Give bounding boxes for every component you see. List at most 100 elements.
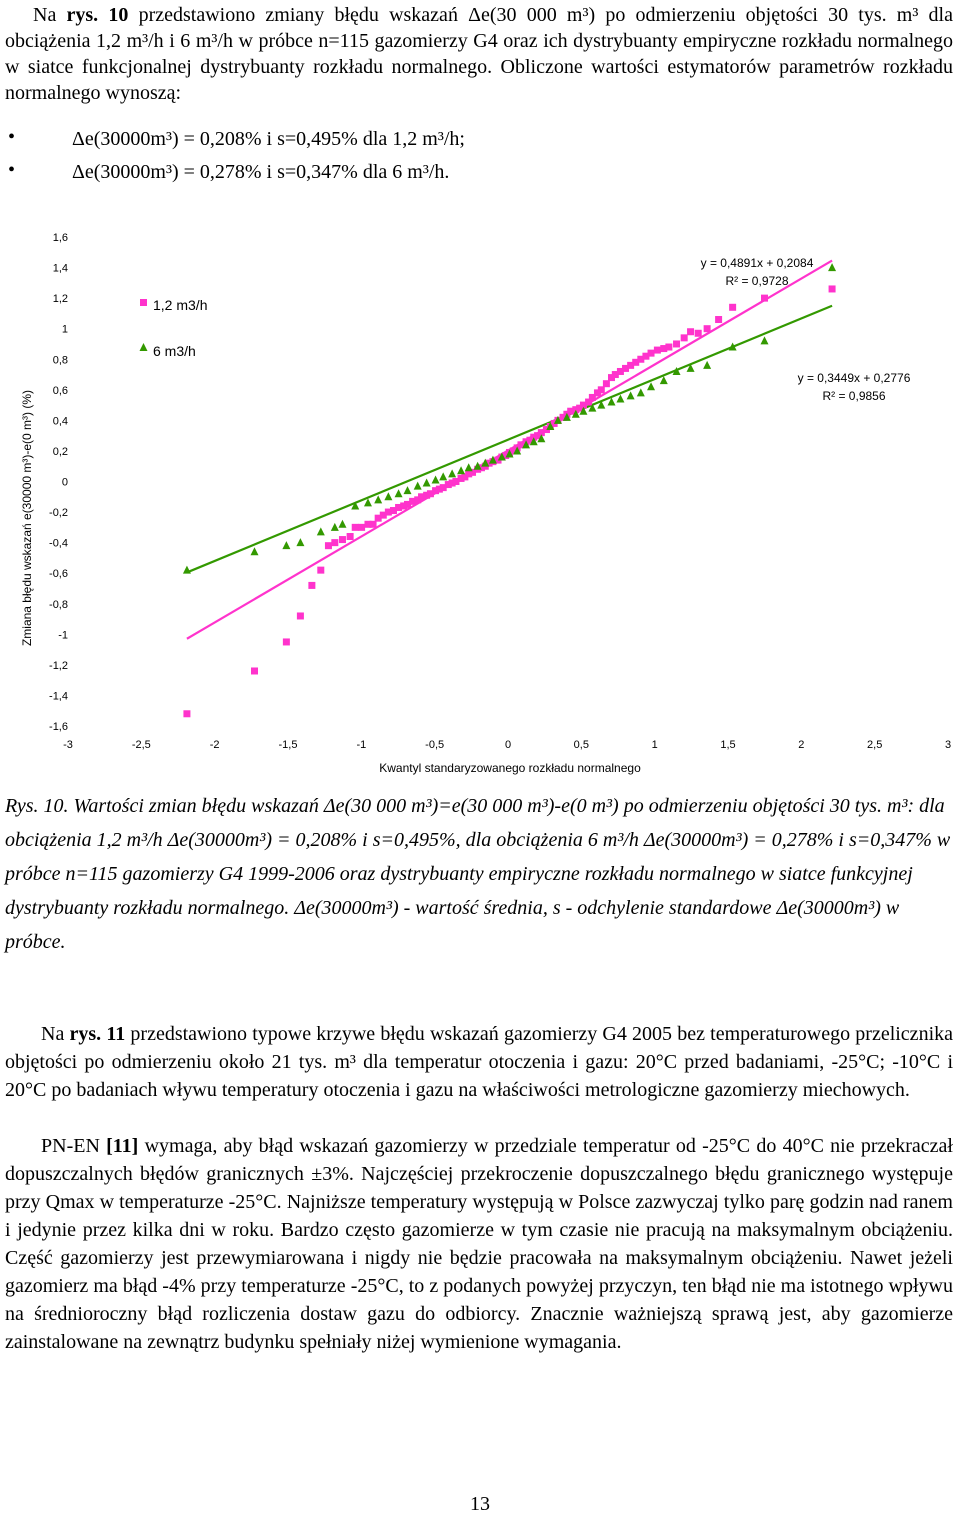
data-point-series-2: [553, 415, 562, 424]
data-point-series-2: [626, 391, 635, 400]
data-point-series-2: [497, 452, 506, 461]
data-point-series-2: [439, 472, 448, 481]
data-point-series-2: [330, 522, 339, 531]
data-point-series-2: [250, 547, 259, 556]
data-point-series-2: [448, 469, 457, 478]
bullet-marker-2: •: [8, 159, 16, 181]
data-point-series-1: [282, 638, 290, 646]
legend-marker-2: [139, 343, 148, 351]
x-tick-label: -3: [63, 739, 73, 751]
data-point-series-1: [485, 459, 493, 467]
data-point-series-1: [627, 361, 635, 369]
data-point-series-1: [567, 407, 575, 415]
data-point-series-1: [642, 352, 650, 360]
data-point-series-2: [282, 541, 291, 550]
legend-label-1: 1,2 m3/h: [153, 297, 207, 313]
intro-text: przedstawiono zmiany błędu wskazań Δe(30…: [5, 4, 953, 104]
data-point-series-1: [616, 367, 624, 375]
data-point-series-2: [431, 475, 440, 484]
data-point-series-1: [729, 303, 737, 311]
paragraph-lead: Na: [41, 1023, 70, 1045]
trendline-series-2: [186, 304, 833, 574]
data-point-series-2: [537, 434, 546, 443]
data-point-series-1: [517, 441, 525, 449]
data-point-series-1: [435, 485, 443, 493]
data-point-series-1: [694, 329, 702, 337]
data-point-series-2: [384, 492, 393, 501]
data-point-series-1: [703, 325, 711, 333]
data-point-series-2: [457, 466, 466, 475]
data-point-series-1: [673, 340, 681, 348]
data-point-series-2: [647, 382, 656, 391]
data-point-series-1: [477, 464, 485, 472]
data-point-series-2: [422, 478, 431, 487]
x-tick-label: -2,5: [132, 739, 151, 751]
data-point-series-2: [182, 565, 191, 574]
y-tick-label: 0: [62, 477, 68, 489]
y-tick-label: -1,6: [49, 721, 68, 733]
data-point-series-2: [546, 421, 555, 430]
data-point-series-2: [672, 366, 681, 375]
paragraph-citation: [11]: [106, 1135, 139, 1157]
data-point-series-1: [530, 433, 538, 441]
y-tick-label: -1,2: [49, 660, 68, 672]
data-point-series-1: [534, 432, 542, 440]
legend-marker-1: [140, 299, 147, 306]
intro-paragraph: Na rys. 10 przedstawiono zmiany błędu ws…: [5, 2, 953, 106]
trend-r2-2: R² = 0,9856: [822, 389, 885, 403]
data-point-series-2: [363, 498, 372, 507]
paragraph-text: przedstawiono typowe krzywe błędu wskaza…: [5, 1023, 953, 1101]
data-point-series-2: [351, 501, 360, 510]
x-axis-label: Kwantyl standaryzowanego rozkładu normal…: [379, 761, 641, 775]
data-point-series-2: [579, 406, 588, 415]
data-point-series-2: [607, 397, 616, 406]
data-point-series-1: [687, 328, 695, 336]
data-point-series-2: [686, 363, 695, 372]
data-point-series-2: [597, 400, 606, 409]
data-point-series-1: [465, 470, 473, 478]
x-tick-label: 2,5: [867, 739, 882, 751]
data-point-series-2: [488, 455, 497, 464]
y-tick-label: 0,2: [53, 446, 68, 458]
data-point-series-2: [394, 489, 403, 498]
bullet-formula-2: Δe(30000m³) = 0,278% i s=0,347% dla 6 m³…: [72, 161, 450, 183]
data-point-series-1: [537, 429, 545, 437]
y-tick-label: 0,8: [53, 354, 68, 366]
paragraph-lead: PN-EN: [41, 1135, 107, 1157]
data-point-series-1: [374, 514, 382, 522]
data-point-series-1: [308, 581, 316, 589]
data-point-series-1: [426, 490, 434, 498]
data-point-series-1: [461, 473, 469, 481]
y-tick-label: -0,2: [49, 507, 68, 519]
y-tick-label: -0,4: [49, 538, 68, 550]
data-point-series-2: [571, 409, 580, 418]
intro-lead: Na: [33, 4, 67, 26]
data-point-series-2: [659, 376, 668, 385]
y-tick-label: 1,6: [53, 232, 68, 244]
data-point-series-1: [622, 364, 630, 372]
data-point-series-1: [559, 413, 567, 421]
data-point-series-1: [432, 487, 440, 495]
paragraph-text: wymaga, aby błąd wskazań gazomierzy w pr…: [5, 1135, 953, 1353]
data-point-series-1: [632, 358, 640, 366]
data-point-series-1: [338, 536, 346, 544]
y-tick-label: 1: [62, 324, 68, 336]
y-tick-label: -1: [58, 629, 68, 641]
data-point-series-2: [828, 263, 837, 272]
data-point-series-1: [653, 346, 661, 354]
trend-eq-2: y = 0,3449x + 0,2776: [798, 371, 911, 385]
data-point-series-1: [423, 491, 431, 499]
x-tick-label: 0: [505, 739, 511, 751]
data-point-series-1: [439, 484, 447, 492]
x-tick-label: 0,5: [574, 739, 589, 751]
x-tick-label: 2: [798, 739, 804, 751]
data-point-series-1: [364, 520, 372, 528]
x-tick-label: -0,5: [425, 739, 444, 751]
data-point-series-1: [579, 401, 587, 409]
data-point-series-1: [418, 493, 426, 501]
data-point-series-1: [384, 508, 392, 516]
data-points: [182, 263, 837, 718]
x-tick-label: -2: [210, 739, 220, 751]
data-point-series-1: [409, 497, 417, 505]
y-tick-label: 0,6: [53, 385, 68, 397]
